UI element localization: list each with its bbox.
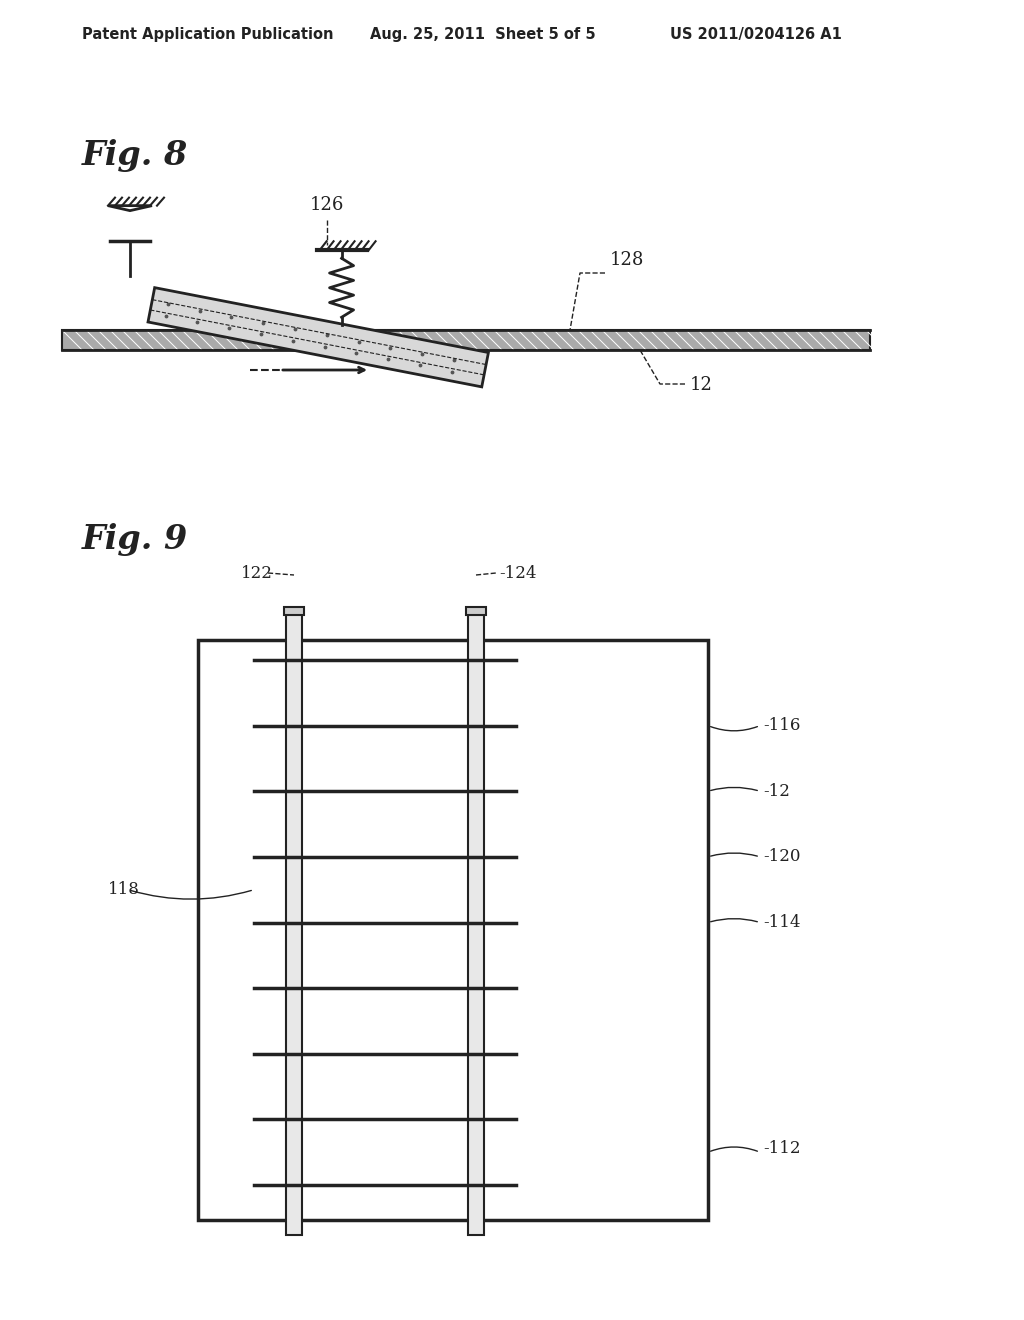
Text: 12: 12 [690,376,713,393]
Bar [284,607,304,615]
Text: 122: 122 [241,565,272,582]
Text: Fig. 8: Fig. 8 [82,139,188,172]
Text: Patent Application Publication: Patent Application Publication [82,28,334,42]
Bar [198,640,708,1220]
Text: -120: -120 [763,849,801,866]
Text: 118: 118 [108,882,140,898]
Polygon shape [62,330,870,350]
Text: -114: -114 [763,913,801,931]
Bar [286,610,302,1236]
Bar [466,607,486,615]
Text: -124: -124 [499,565,537,582]
Text: Fig. 9: Fig. 9 [82,524,188,557]
Text: -12: -12 [763,783,790,800]
Text: 126: 126 [309,197,344,214]
Text: US 2011/0204126 A1: US 2011/0204126 A1 [670,28,842,42]
Text: -112: -112 [763,1139,801,1156]
Text: Aug. 25, 2011  Sheet 5 of 5: Aug. 25, 2011 Sheet 5 of 5 [370,28,596,42]
Polygon shape [148,288,488,387]
Text: 128: 128 [610,251,644,269]
Bar [468,610,484,1236]
Text: -116: -116 [763,717,801,734]
